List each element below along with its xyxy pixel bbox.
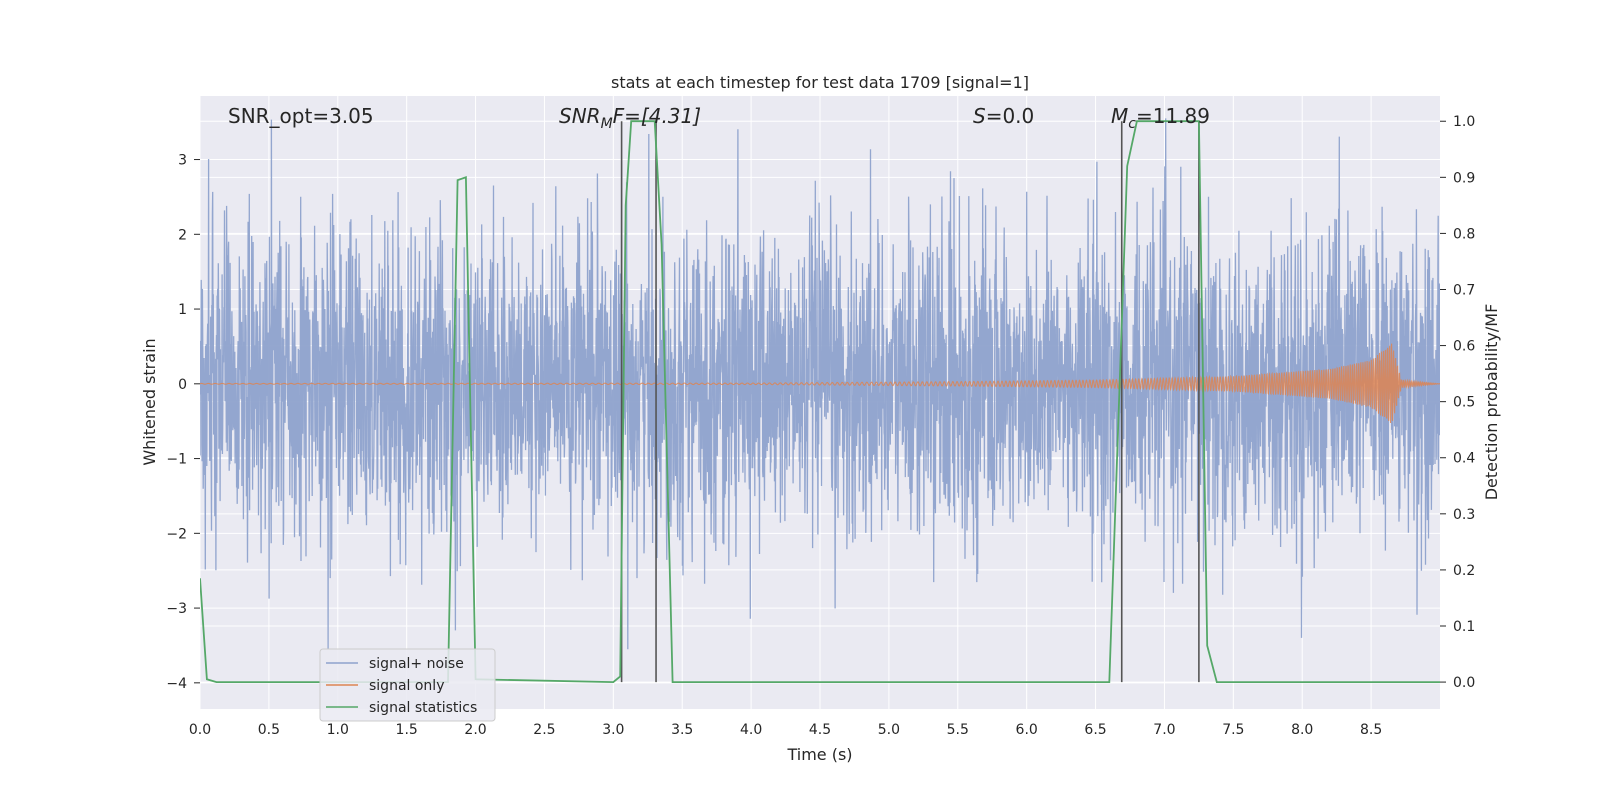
x-tick-label: 2.0 xyxy=(464,722,486,738)
x-tick-label: 0.0 xyxy=(189,722,211,738)
x-tick-label: 1.5 xyxy=(396,722,418,738)
y-right-tick-label: 0.0 xyxy=(1453,675,1475,691)
y-right-tick-label: 0.4 xyxy=(1453,451,1475,467)
legend-label-signal-only: signal only xyxy=(369,678,444,694)
legend-box xyxy=(319,648,496,722)
legend-label-signal-noise: signal+ noise xyxy=(369,656,464,672)
x-tick-label: 0.5 xyxy=(258,722,280,738)
y-tick-label: 3 xyxy=(178,153,187,169)
legend-label-signal-statistics: signal statistics xyxy=(369,700,477,716)
x-tick-label: 5.5 xyxy=(947,722,969,738)
x-tick-label: 1.0 xyxy=(327,722,349,738)
y-tick-label: 0 xyxy=(178,377,187,393)
y-tick-label: −2 xyxy=(166,526,187,542)
x-tick-label: 7.0 xyxy=(1153,722,1175,738)
series-signal-statistics xyxy=(200,120,1440,684)
y-right-tick-label: 1.0 xyxy=(1453,114,1475,130)
series-signal-only xyxy=(200,343,1440,424)
y-axis-label: Whitened strain xyxy=(140,338,159,465)
y-right-tick-label: 0.6 xyxy=(1453,339,1475,355)
x-tick-label: 8.5 xyxy=(1360,722,1382,738)
y-right-tick-label: 0.8 xyxy=(1453,226,1475,242)
x-tick-label: 5.0 xyxy=(878,722,900,738)
y-right-tick-label: 0.7 xyxy=(1453,282,1475,298)
legend: signal+ noise signal only signal statist… xyxy=(319,648,496,722)
y-tick-label: 1 xyxy=(178,302,187,318)
x-tick-label: 2.5 xyxy=(533,722,555,738)
x-axis-label: Time (s) xyxy=(786,745,852,764)
y-tick-label: −1 xyxy=(166,452,187,468)
y-tick-label: −3 xyxy=(166,601,187,617)
annotation-snr-opt: SNR_opt=3.05 xyxy=(228,104,374,128)
y-right-tick-label: 0.1 xyxy=(1453,619,1475,635)
annotation-snr-mf: SNRMF=[4.31] xyxy=(559,104,701,132)
y-right-tick-label: 0.9 xyxy=(1453,170,1475,186)
annotation-mc: Mc=11.89 xyxy=(1111,104,1210,132)
series-signal-noise xyxy=(200,118,1440,650)
y-tick-label: 2 xyxy=(178,227,187,243)
x-tick-label: 7.5 xyxy=(1222,722,1244,738)
y-tick-label: −4 xyxy=(166,676,187,692)
x-tick-label: 4.5 xyxy=(809,722,831,738)
y-right-tick-label: 0.5 xyxy=(1453,395,1475,411)
y-axis-label-right: Detection probability/MF xyxy=(1482,304,1501,501)
chart-title: stats at each timestep for test data 170… xyxy=(611,73,1029,92)
data-area xyxy=(200,118,1440,684)
y-right-tick-label: 0.2 xyxy=(1453,563,1475,579)
x-tick-label: 6.5 xyxy=(1084,722,1106,738)
x-tick-label: 4.0 xyxy=(740,722,762,738)
y-right-tick-label: 0.3 xyxy=(1453,507,1475,523)
ticks: 0.0 0.5 1.0 1.5 2.0 2.5 3.0 3.5 4.0 4.5 5.0 5.5 6.0 6… xyxy=(166,114,1475,738)
x-tick-label: 8.0 xyxy=(1291,722,1313,738)
x-tick-label: 6.0 xyxy=(1016,722,1038,738)
x-tick-label: 3.5 xyxy=(671,722,693,738)
annotation-s: S=0.0 xyxy=(973,104,1034,128)
x-tick-label: 3.0 xyxy=(602,722,624,738)
